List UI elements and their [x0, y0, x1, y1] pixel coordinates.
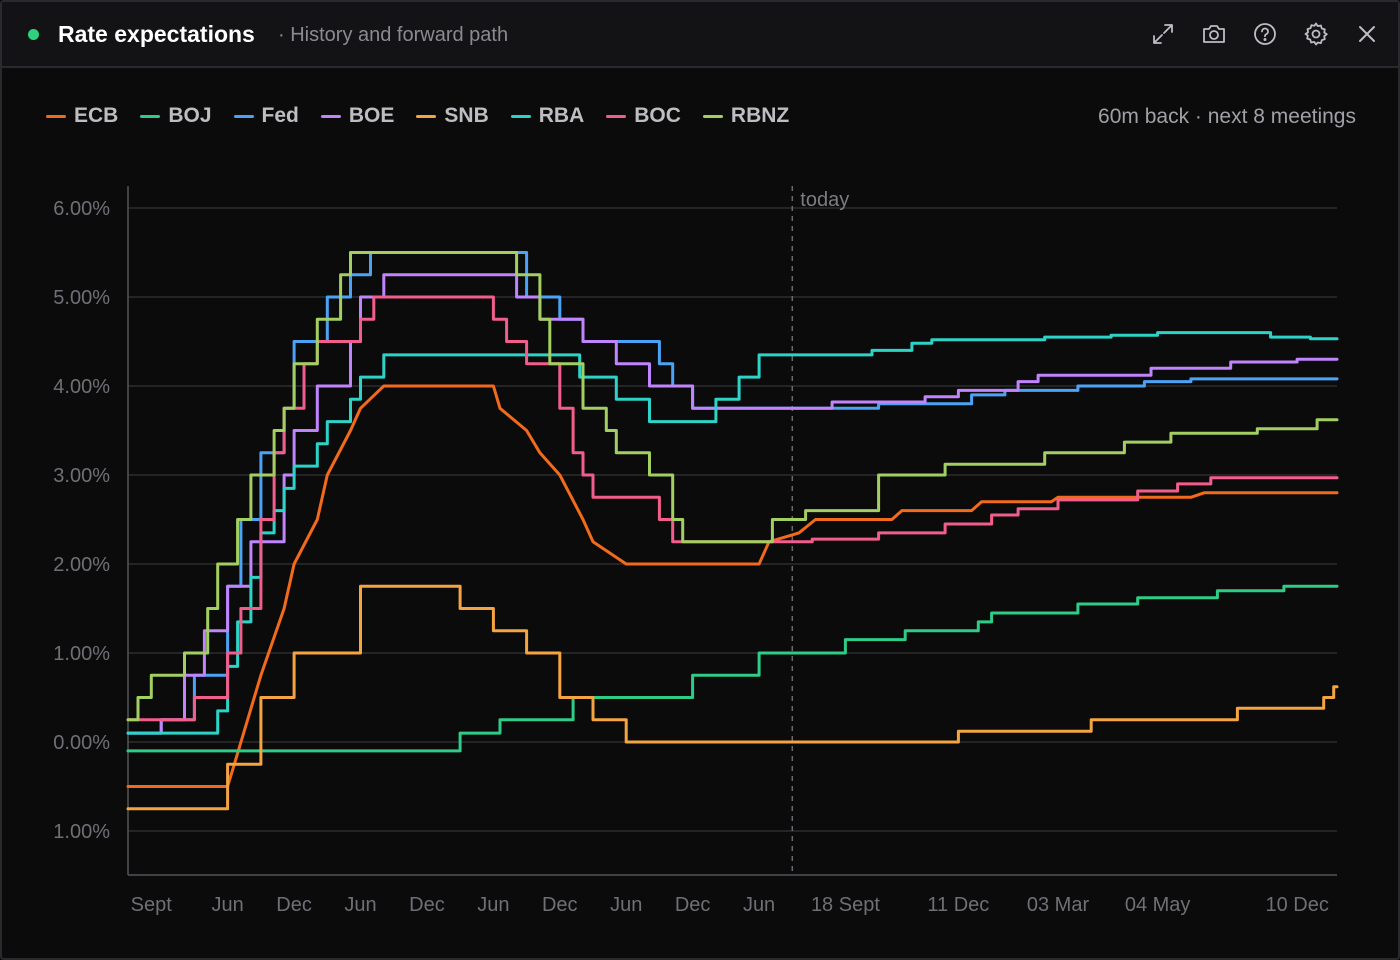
- legend-label: BOJ: [168, 104, 212, 127]
- legend-label: SNB: [444, 104, 489, 127]
- panel-header: Rate expectations · History and forward …: [2, 2, 1398, 68]
- series-line-boc: [126, 295, 1339, 722]
- series-line-fed: [126, 251, 1339, 735]
- range-info: 60m back · next 8 meetings: [1098, 105, 1356, 128]
- series-line-rbnz: [126, 251, 1339, 722]
- legend-item-snb[interactable]: SNB: [416, 102, 489, 130]
- y-tick-label: 1.00%: [53, 821, 110, 843]
- x-tick-label: Dec: [276, 894, 312, 916]
- legend-item-boc[interactable]: BOC: [606, 102, 681, 130]
- y-tick-label: 4.00%: [53, 376, 110, 398]
- y-tick-label: 0.00%: [53, 732, 110, 754]
- camera-icon[interactable]: [1201, 21, 1227, 47]
- x-tick-label: Jun: [344, 894, 376, 916]
- legend-label: BOE: [348, 104, 395, 127]
- series-line-boe: [126, 273, 1339, 735]
- x-tick-label: 10 Dec: [1265, 894, 1328, 916]
- x-tick-label: Dec: [675, 894, 711, 916]
- legend-item-rbnz[interactable]: RBNZ: [702, 102, 790, 130]
- legend-item-boe[interactable]: BOE: [320, 102, 395, 130]
- x-tick-label: Jun: [743, 894, 775, 916]
- legend-swatch: [416, 114, 437, 118]
- y-tick-label: 5.00%: [53, 287, 110, 309]
- x-tick-label: Sept: [131, 894, 173, 916]
- expand-icon[interactable]: [1150, 21, 1176, 47]
- legend-swatch: [46, 114, 66, 118]
- x-tick-label: 03 Mar: [1027, 894, 1090, 916]
- legend-swatch: [140, 114, 161, 118]
- series-line-boj: [126, 584, 1339, 753]
- x-tick-label: Dec: [542, 894, 578, 916]
- legend-swatch: [510, 114, 531, 118]
- x-tick-label: Dec: [409, 894, 445, 916]
- y-tick-label: 1.00%: [53, 643, 110, 665]
- legend-item-ecb[interactable]: ECB: [46, 102, 118, 130]
- x-tick-label: 11 Dec: [927, 894, 989, 916]
- legend-label: RBA: [538, 104, 585, 127]
- status-dot: [28, 29, 39, 40]
- panel-title: Rate expectations: [58, 21, 255, 47]
- chart-legend: ECB BOJ Fed BOE SNB RBA BOC RBNZ: [46, 102, 811, 130]
- today-label: today: [800, 189, 849, 211]
- x-tick-label: Jun: [610, 894, 642, 916]
- legend-item-fed[interactable]: Fed: [233, 102, 299, 130]
- close-icon[interactable]: [1354, 21, 1380, 47]
- legend-label: BOC: [634, 104, 681, 127]
- series-line-ecb: [126, 384, 1339, 788]
- legend-swatch: [320, 114, 341, 118]
- legend-swatch: [233, 114, 254, 118]
- panel-subtitle: · History and forward path: [278, 24, 509, 46]
- x-tick-label: Jun: [212, 894, 244, 916]
- legend-label: ECB: [74, 104, 119, 127]
- series-line-snb: [126, 584, 1339, 811]
- legend-swatch: [606, 114, 627, 118]
- help-icon[interactable]: [1252, 21, 1278, 47]
- gear-icon[interactable]: [1303, 21, 1329, 47]
- y-tick-label: 2.00%: [53, 554, 110, 576]
- x-tick-label: Jun: [477, 894, 509, 916]
- legend-label: Fed: [261, 104, 299, 127]
- legend-item-rba[interactable]: RBA: [510, 102, 585, 130]
- legend-label: RBNZ: [730, 104, 790, 127]
- y-tick-label: 6.00%: [53, 198, 110, 220]
- y-tick-label: 3.00%: [53, 465, 110, 487]
- legend-item-boj[interactable]: BOJ: [140, 102, 212, 130]
- legend-swatch: [702, 114, 723, 118]
- x-tick-label: 04 May: [1125, 894, 1191, 916]
- x-tick-label: 18 Sept: [811, 894, 880, 916]
